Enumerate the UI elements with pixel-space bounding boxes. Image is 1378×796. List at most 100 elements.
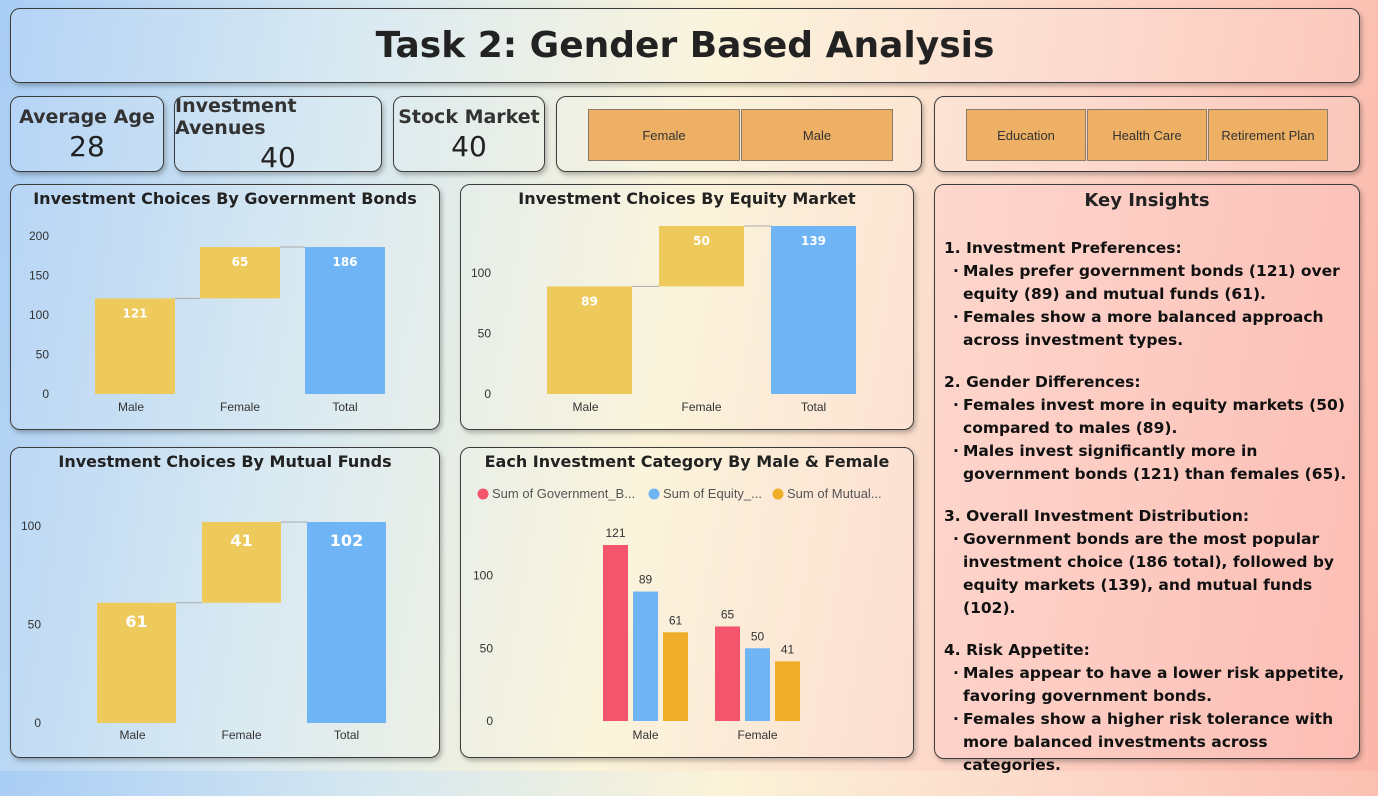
x-tick-label: Male: [118, 400, 144, 414]
y-tick-label: 50: [28, 617, 42, 631]
y-tick-label: 50: [36, 348, 50, 362]
insights-title: Key Insights: [1084, 190, 1210, 211]
insight-text: Females show a more balanced approach ac…: [963, 308, 1324, 349]
bar: [715, 626, 740, 721]
chart-svg: 0 50 100 Sum of Government_B... Sum of Equit…: [473, 486, 882, 742]
x-tick-label: Male: [572, 400, 598, 414]
kpi-average-age: Average Age 28: [10, 96, 164, 172]
bar: [775, 661, 800, 721]
legend-label: Sum of Government_B...: [492, 486, 635, 501]
slicer-health-care-button[interactable]: Health Care: [1087, 109, 1207, 161]
x-tick-label: Female: [681, 400, 721, 414]
insight-text: Government bonds are the most popular in…: [963, 530, 1335, 617]
insights-body: 1. Investment Preferences: · Males prefer …: [944, 237, 1351, 796]
legend-marker: [648, 488, 660, 500]
kpi-investment-avenues: Investment Avenues 40: [174, 94, 382, 174]
y-tick-label: 0: [484, 387, 491, 401]
slicer-female-button[interactable]: Female: [588, 109, 740, 161]
bullet-icon: ·: [953, 442, 959, 460]
x-tick-label: Male: [119, 728, 145, 742]
chart-title: Investment Choices By Government Bonds: [33, 189, 417, 208]
chart-svg: 0 50 100 150 200 121 Male 65 Female 186 Total: [29, 229, 385, 414]
bar: [200, 247, 280, 299]
bar: [771, 226, 856, 394]
bar: [745, 648, 770, 721]
title-card: Task 2: Gender Based Analysis: [10, 8, 1360, 83]
data-label: 139: [801, 234, 826, 248]
bar: [547, 286, 632, 394]
y-tick-label: 50: [478, 327, 492, 341]
insight-heading: 2. Gender Differences:: [944, 373, 1141, 391]
slicer-retirement-plan-button[interactable]: Retirement Plan: [1208, 109, 1328, 161]
bar: [603, 545, 628, 721]
data-label: 186: [332, 255, 357, 269]
y-tick-label: 100: [473, 569, 493, 583]
data-label: 102: [330, 531, 363, 550]
insight-text: Males appear to have a lower risk appeti…: [963, 664, 1345, 705]
insight-text: Females show a higher risk tolerance wit…: [963, 710, 1334, 774]
data-label: 121: [605, 526, 625, 540]
kpi-stock-market: Stock Market 40: [393, 96, 545, 172]
bullet-icon: ·: [953, 664, 959, 682]
insight-section: 4. Risk Appetite: · Males appear to have a…: [944, 639, 1351, 777]
insight-item: · Government bonds are the most popular i…: [944, 528, 1351, 620]
bullet-icon: ·: [953, 262, 959, 280]
legend-label: Sum of Mutual...: [787, 486, 882, 501]
kpi-label: Average Age: [19, 105, 155, 128]
legend-label: Sum of Equity_...: [663, 486, 762, 501]
gender-slicer: Female Male: [556, 96, 922, 172]
data-label: 50: [693, 234, 710, 248]
bullet-icon: ·: [953, 710, 959, 728]
category-by-gender-chart: Each Investment Category By Male & Femal…: [460, 447, 914, 758]
bullet-icon: ·: [953, 396, 959, 414]
x-tick-label: Female: [221, 728, 261, 742]
slicer-male-button[interactable]: Male: [741, 109, 893, 161]
insight-item: · Males invest significantly more in gove…: [944, 440, 1351, 486]
data-label: 65: [721, 607, 735, 621]
insight-text: Males prefer government bonds (121) over…: [963, 262, 1340, 303]
insight-heading: 1. Investment Preferences:: [944, 239, 1182, 257]
bar: [97, 602, 176, 723]
insight-text: Males invest significantly more in gover…: [963, 442, 1347, 483]
x-tick-label: Female: [220, 400, 260, 414]
chart-title: Investment Choices By Equity Market: [518, 189, 856, 208]
kpi-label: Investment Avenues: [175, 94, 297, 139]
insight-text: Females invest more in equity markets (5…: [963, 396, 1345, 437]
x-tick-label: Male: [632, 728, 658, 742]
bar: [95, 298, 175, 394]
data-label: 41: [230, 531, 252, 550]
y-tick-label: 100: [29, 308, 49, 322]
kpi-value: 40: [260, 140, 296, 174]
data-label: 61: [669, 613, 683, 627]
insight-item: · Males appear to have a lower risk appet…: [944, 662, 1351, 708]
slicer-education-button[interactable]: Education: [966, 109, 1086, 161]
insight-section: 3. Overall Investment Distribution: · Gove…: [944, 505, 1351, 620]
y-tick-label: 100: [21, 519, 41, 533]
data-label: 50: [751, 629, 765, 643]
y-tick-label: 200: [29, 229, 49, 243]
data-label: 121: [122, 306, 147, 320]
y-tick-label: 0: [42, 387, 49, 401]
x-tick-label: Total: [332, 400, 357, 414]
y-tick-label: 150: [29, 269, 49, 283]
y-tick-label: 0: [486, 714, 493, 728]
bar: [663, 632, 688, 721]
y-tick-label: 50: [480, 641, 494, 655]
bar: [659, 226, 744, 287]
bullet-icon: ·: [953, 530, 959, 548]
insight-item: · Males prefer government bonds (121) ove…: [944, 260, 1351, 306]
bar: [202, 522, 281, 603]
insight-item: · Females show a higher risk tolerance wi…: [944, 708, 1351, 777]
bar: [633, 591, 658, 721]
legend-marker: [772, 488, 784, 500]
kpi-label: Stock Market: [398, 105, 540, 128]
data-label: 89: [639, 573, 653, 587]
y-tick-label: 0: [34, 716, 41, 730]
mutual-funds-chart: Investment Choices By Mutual Funds 0 50 10…: [10, 447, 440, 758]
insight-heading: 4. Risk Appetite:: [944, 641, 1090, 659]
chart-svg: 0 50 100 89 Male 50 Female 139 Total: [471, 225, 856, 414]
x-tick-label: Female: [737, 728, 777, 742]
insight-item: · Females invest more in equity markets (…: [944, 394, 1351, 440]
government-bonds-chart: Investment Choices By Government Bonds 0…: [10, 184, 440, 430]
purpose-slicer: Education Health Care Retirement Plan: [934, 96, 1360, 172]
